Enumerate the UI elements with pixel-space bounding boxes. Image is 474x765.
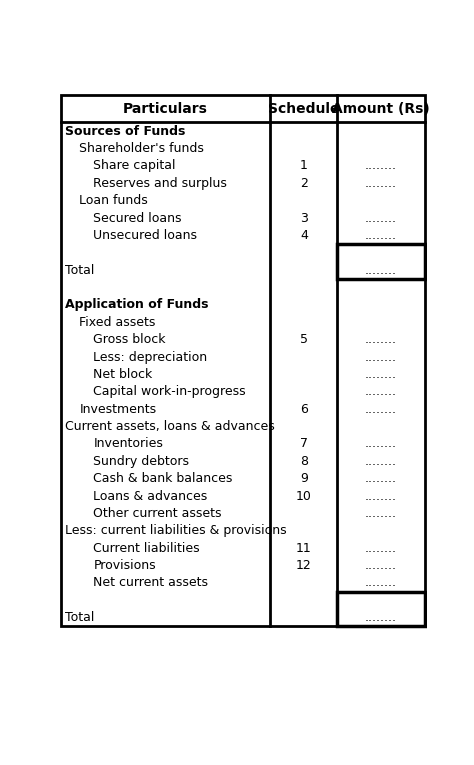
Text: ........: ........: [365, 211, 397, 224]
Text: ........: ........: [365, 542, 397, 555]
Text: Other current assets: Other current assets: [93, 507, 222, 520]
Text: Less: current liabilities & provisions: Less: current liabilities & provisions: [65, 524, 287, 537]
Text: 7: 7: [300, 438, 308, 451]
Text: Net block: Net block: [93, 368, 153, 381]
Text: 11: 11: [296, 542, 312, 555]
Text: ........: ........: [365, 350, 397, 363]
Text: Share capital: Share capital: [93, 159, 176, 172]
Text: ........: ........: [365, 177, 397, 190]
Text: Fixed assets: Fixed assets: [80, 316, 156, 329]
Text: 6: 6: [300, 402, 308, 415]
Text: ........: ........: [365, 611, 397, 624]
Text: 5: 5: [300, 333, 308, 346]
Text: Particulars: Particulars: [123, 102, 208, 116]
Text: ........: ........: [365, 159, 397, 172]
Text: Current assets, loans & advances: Current assets, loans & advances: [65, 420, 275, 433]
Text: ........: ........: [365, 402, 397, 415]
Text: Sources of Funds: Sources of Funds: [65, 125, 186, 138]
Text: Provisions: Provisions: [93, 559, 156, 572]
Text: 2: 2: [300, 177, 308, 190]
Text: Less: depreciation: Less: depreciation: [93, 350, 208, 363]
Text: 3: 3: [300, 211, 308, 224]
Text: 4: 4: [300, 229, 308, 242]
Text: Loans & advances: Loans & advances: [93, 490, 208, 503]
Text: ........: ........: [365, 229, 397, 242]
Text: ........: ........: [365, 454, 397, 467]
Text: Application of Funds: Application of Funds: [65, 298, 209, 311]
Text: Total: Total: [65, 264, 95, 277]
Text: Shareholder's funds: Shareholder's funds: [80, 142, 204, 155]
Text: 8: 8: [300, 454, 308, 467]
Text: ........: ........: [365, 490, 397, 503]
Text: Net current assets: Net current assets: [93, 576, 209, 589]
Text: ........: ........: [365, 386, 397, 399]
Text: Amount (Rs): Amount (Rs): [332, 102, 430, 116]
Bar: [337, 591, 425, 627]
Text: Loan funds: Loan funds: [80, 194, 148, 207]
Text: ........: ........: [365, 559, 397, 572]
Text: ........: ........: [365, 472, 397, 485]
Text: 10: 10: [296, 490, 312, 503]
Text: ........: ........: [365, 264, 397, 277]
Text: Sundry debtors: Sundry debtors: [93, 454, 190, 467]
Text: ........: ........: [365, 576, 397, 589]
Text: Inventories: Inventories: [93, 438, 163, 451]
Text: Secured loans: Secured loans: [93, 211, 182, 224]
Text: ........: ........: [365, 438, 397, 451]
Text: ........: ........: [365, 333, 397, 346]
Text: Schedule: Schedule: [268, 102, 339, 116]
Bar: [337, 244, 425, 278]
Text: 1: 1: [300, 159, 308, 172]
Text: Cash & bank balances: Cash & bank balances: [93, 472, 233, 485]
Text: 12: 12: [296, 559, 312, 572]
Text: Current liabilities: Current liabilities: [93, 542, 200, 555]
Text: Reserves and surplus: Reserves and surplus: [93, 177, 228, 190]
Text: ........: ........: [365, 507, 397, 520]
Text: Capital work-in-progress: Capital work-in-progress: [93, 386, 246, 399]
Text: Total: Total: [65, 611, 95, 624]
Text: Investments: Investments: [80, 402, 156, 415]
Text: Gross block: Gross block: [93, 333, 166, 346]
Text: ........: ........: [365, 368, 397, 381]
Text: Unsecured loans: Unsecured loans: [93, 229, 197, 242]
Text: 9: 9: [300, 472, 308, 485]
